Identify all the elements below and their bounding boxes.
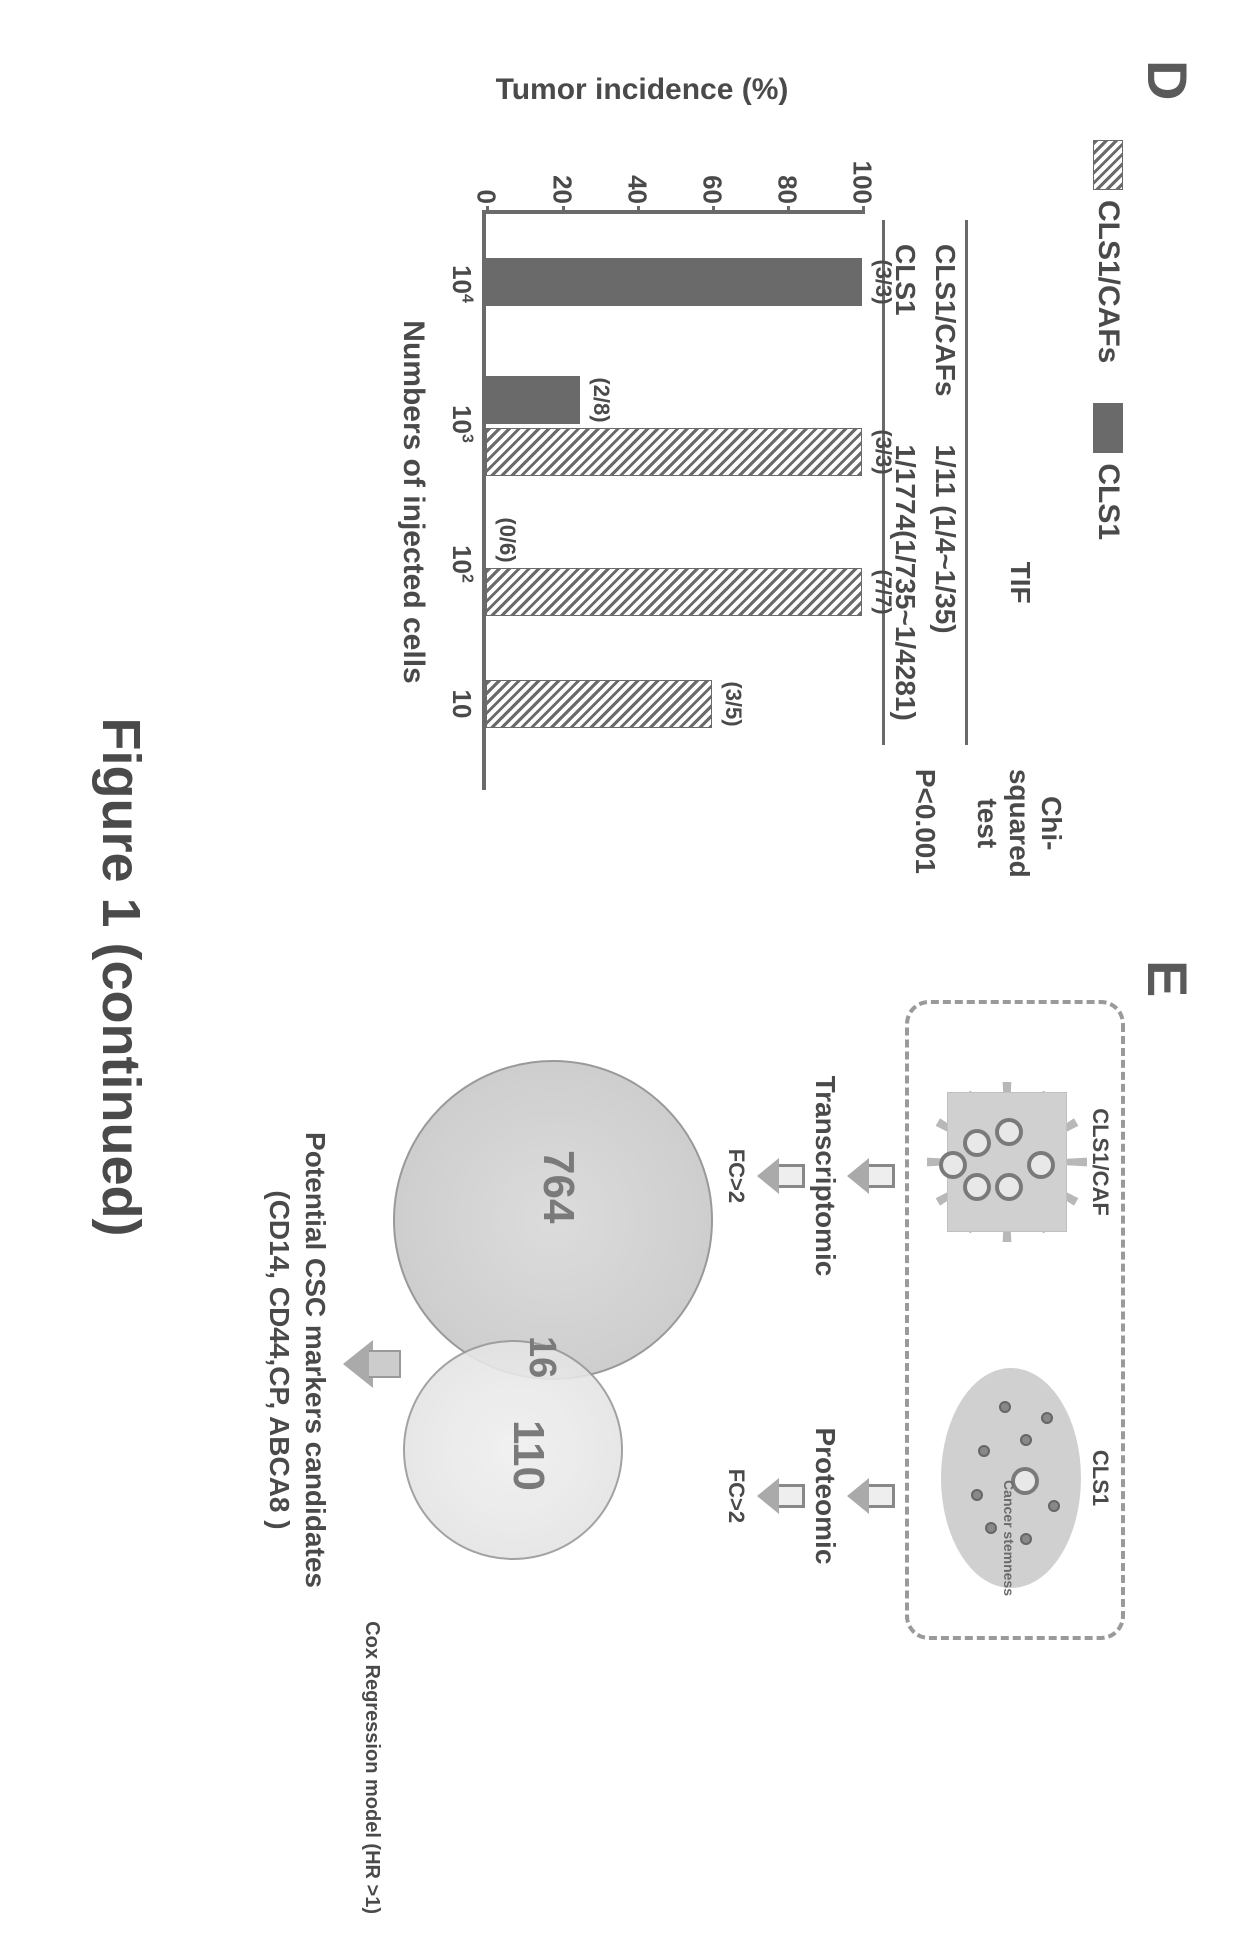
diagram-box: CLS1/CAF	[905, 1000, 1125, 1640]
ytick: 40	[621, 154, 652, 204]
bar-chart: Tumor incidence (%) 0 20 40 60 80 100 (3…	[423, 120, 863, 840]
stats-table: TIF Chi-squared test CLS1/CAFs 1/11 (1/4…	[883, 220, 1072, 840]
arrow-label: Transcriptomic	[809, 1076, 841, 1277]
venn-value: 16	[520, 1336, 563, 1378]
arrow-down-icon	[845, 1481, 895, 1511]
venn-diagram: 764 16 110	[393, 1000, 713, 1640]
xtick: 103	[447, 405, 478, 443]
bar-solid	[487, 258, 863, 306]
legend-swatch-hatched	[1093, 140, 1123, 190]
xtick: 10	[447, 690, 478, 719]
bar-label: (3/5)	[720, 681, 746, 726]
venn-value: 764	[533, 1150, 583, 1223]
plot-area: 0 20 40 60 80 100 (3/3) (2/8) (3/3) (0/6…	[483, 210, 863, 790]
y-axis-label: Tumor incidence (%)	[496, 73, 789, 107]
fc-label: FC>2	[723, 1149, 749, 1203]
arrow-down-icon	[845, 1161, 895, 1191]
x-axis-label: Numbers of injected cells	[397, 320, 431, 683]
legend-label: CLS1	[1091, 463, 1125, 540]
xtick: 104	[447, 265, 478, 303]
arrow-down-icon	[755, 1481, 805, 1511]
cell-group-caf: CLS1/CAF	[919, 1024, 1111, 1300]
ytick: 20	[546, 154, 577, 204]
bar-label: (3/3)	[870, 259, 896, 304]
bar-label: (3/3)	[870, 429, 896, 474]
bar-label: (7/7)	[870, 569, 896, 614]
figure-caption: Figure 1 (continued)	[90, 718, 152, 1237]
ytick: 80	[772, 154, 803, 204]
ytick: 100	[847, 154, 878, 204]
bar-label: (2/8)	[588, 377, 614, 422]
panel-d: D CLS1/CAFs CLS1 TIF Chi-squared test CL…	[423, 60, 1201, 840]
ytick: 60	[697, 154, 728, 204]
bar-solid	[487, 376, 581, 424]
cell-clump-icon: Cancer stemness	[941, 1368, 1081, 1588]
bar-label: (0/6)	[494, 517, 520, 562]
cox-label: Cox Regression model (HR >1)	[360, 1621, 383, 1914]
venn-value: 110	[503, 1420, 553, 1491]
table-header: TIF	[967, 420, 1071, 744]
bar-hatched	[487, 568, 863, 616]
bar-hatched	[487, 680, 713, 728]
table-cell: P<0.001	[884, 745, 967, 902]
panel-letter-d: D	[1135, 60, 1200, 840]
potential-markers: Potential CSC markers candidates (CD14, …	[260, 1000, 333, 1720]
table-cell: CLS1	[884, 220, 926, 420]
xtick: 102	[447, 545, 478, 583]
bar-hatched	[487, 428, 863, 476]
arrow-down-icon	[343, 1340, 373, 1388]
table-header	[967, 220, 1071, 420]
panel-letter-e: E	[1135, 960, 1200, 1720]
group-label: CLS1/CAF	[1087, 1102, 1113, 1222]
cancer-note: Cancer stemness	[1001, 1480, 1017, 1596]
ytick: 0	[471, 154, 502, 204]
potential-line: (CD14, CD44,CP, ABCA8 )	[260, 1000, 296, 1720]
cell-group-cls1: CLS1 Cancer stemness	[919, 1340, 1111, 1616]
legend-item: CLS1/CAFs	[1091, 140, 1125, 363]
panel-e: E CLS1/CAF	[260, 960, 1200, 1720]
table-header: Chi-squared test	[967, 745, 1071, 902]
fc-label: FC>2	[723, 1469, 749, 1523]
table-cell: CLS1/CAFs	[926, 220, 968, 420]
legend-swatch-solid	[1093, 403, 1123, 453]
arrow-down-icon	[755, 1161, 805, 1191]
legend: CLS1/CAFs CLS1	[1091, 140, 1125, 840]
table-cell: 1/11 (1/4~1/35)	[926, 420, 968, 744]
legend-item: CLS1	[1091, 403, 1125, 540]
potential-line: Potential CSC markers candidates	[297, 1000, 333, 1720]
legend-label: CLS1/CAFs	[1091, 200, 1125, 363]
arrow-label: Proteomic	[809, 1427, 841, 1564]
group-label: CLS1	[1087, 1444, 1113, 1512]
flow-arrows: Transcriptomic FC>2 Proteomic FC>2	[723, 1000, 895, 1640]
cell-diagram-icon	[927, 1052, 1087, 1272]
